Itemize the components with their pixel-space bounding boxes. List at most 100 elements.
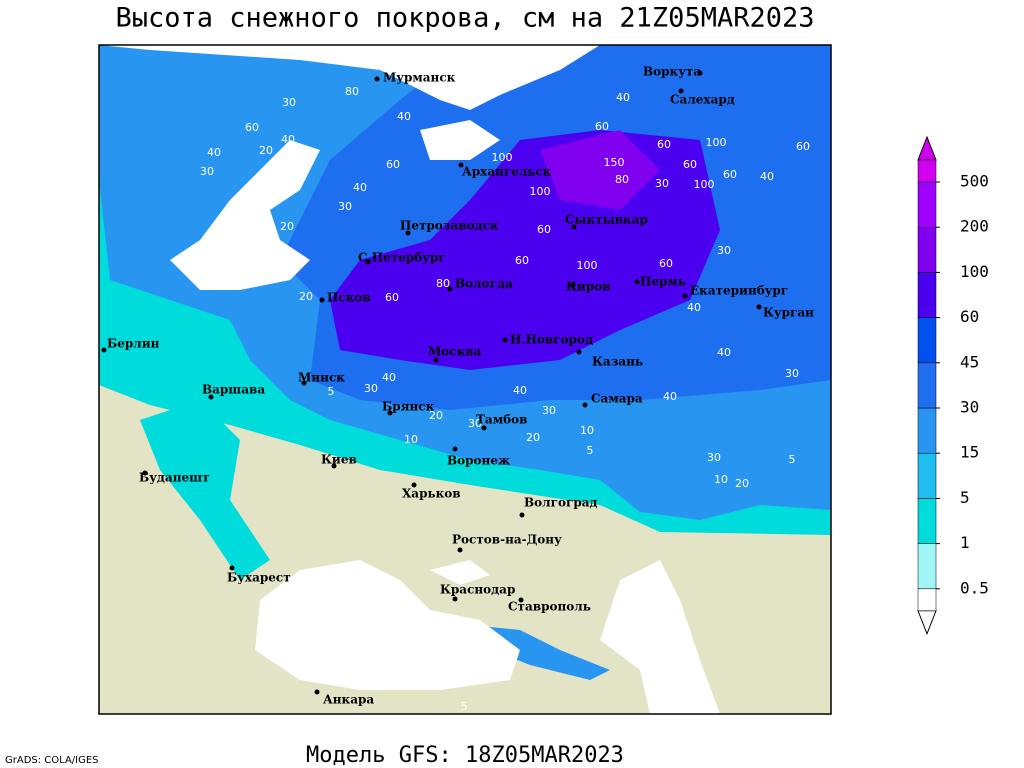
snow-area [140,400,270,580]
city-dot [405,230,411,236]
contour-label: 40 [207,146,221,159]
legend-arrow-top [917,135,937,161]
city-dot [387,410,393,416]
city-dot [452,446,458,452]
city-dot [319,297,325,303]
legend-swatch [917,181,937,228]
legend-label: 45 [960,352,979,371]
city-label: Бухарест [227,571,291,585]
contour-label: 5 [789,453,796,466]
city-label: Харьков [402,487,461,501]
sea [430,560,490,585]
legend-arrow-bottom [917,610,937,636]
sea [420,120,500,160]
model-label: Модель GFS: 18Z05MAR2023 [306,743,624,768]
city-label: Екатеринбург [690,284,788,298]
city-label: Псков [327,291,371,305]
city-dot [365,259,371,265]
city-label: Варшава [202,383,265,397]
contour-label: 20 [429,409,443,422]
city-dot [678,88,684,94]
title: Высота снежного покрова, см на 21Z05MAR2… [116,3,815,34]
city-label: Брянск [382,400,435,414]
city-label: Воронеж [447,454,510,468]
city-label: Анкара [323,693,374,707]
contour-label: 40 [281,133,295,146]
city-dot [682,293,688,299]
legend-swatch [917,588,937,612]
credit: GrADS: COLA/IGES [5,755,99,766]
sea [600,560,720,714]
legend-swatch [917,498,937,544]
contour-label: 10 [580,424,594,437]
contour-label: 60 [657,138,671,151]
legend-swatch [917,543,937,590]
city-label: Казань [592,355,643,369]
city-label: Волгоград [524,496,597,510]
contour-label: 60 [796,140,810,153]
city-label: Берлин [107,337,160,351]
contour-label: 40 [382,371,396,384]
city-dot [570,282,576,288]
contour-label: 30 [364,382,378,395]
city-dot [457,547,463,553]
contour-label: 40 [663,390,677,403]
contour-label: 20 [299,290,313,303]
contour-label: 100 [706,136,727,149]
contour-label: 30 [468,417,482,430]
city-dot [502,337,508,343]
city-dot [208,394,214,400]
contour-label: 10 [404,433,418,446]
legend-label: 0.5 [960,578,989,597]
legend-label: 100 [960,262,989,281]
city-label: Ставрополь [508,600,591,614]
contour-label: 5 [587,444,594,457]
city-dot [452,596,458,602]
contour-label: 20 [526,431,540,444]
sea [255,560,520,690]
legend-swatch [917,272,937,318]
city-label: Самара [591,392,643,406]
city-label: Краснодар [440,583,515,597]
city-dot [571,224,577,230]
legend-label: 200 [960,217,989,236]
contour-label: 40 [513,384,527,397]
city-label: С.Петербург [358,251,446,265]
city-dot [458,162,464,168]
contour-label: 60 [537,223,551,236]
city-dot [582,402,588,408]
contour-label: 60 [683,158,697,171]
contour-label: 20 [280,220,294,233]
city-dot [756,304,762,310]
legend-label: 5 [960,488,970,507]
city-dot [519,512,525,518]
contour-label: 40 [687,301,701,314]
contour-label: 5 [328,385,335,398]
city-dot [142,470,148,476]
city-dot [447,286,453,292]
contour-label: 30 [707,451,721,464]
city-label: Будапешт [139,471,209,485]
city-dot [576,349,582,355]
city-label: Ростов-на-Дону [452,533,562,547]
contour-label: 60 [595,120,609,133]
contour-label: 60 [386,158,400,171]
city-dot [518,597,524,603]
city-label: Архангельск [462,165,552,179]
legend-swatch [917,159,937,183]
contour-label: 80 [345,85,359,98]
contour-label: 60 [515,254,529,267]
map-frame [98,44,832,715]
contour-label: 30 [282,96,296,109]
city-dot [374,76,380,82]
contour-label: 40 [717,346,731,359]
legend-swatch [917,452,937,499]
city-label: Мурманск [383,71,456,85]
legend-swatch [917,407,937,454]
contour-label: 100 [694,178,715,191]
city-dot [229,565,235,571]
contour-label: 100 [530,185,551,198]
legend-label: 1 [960,533,970,552]
